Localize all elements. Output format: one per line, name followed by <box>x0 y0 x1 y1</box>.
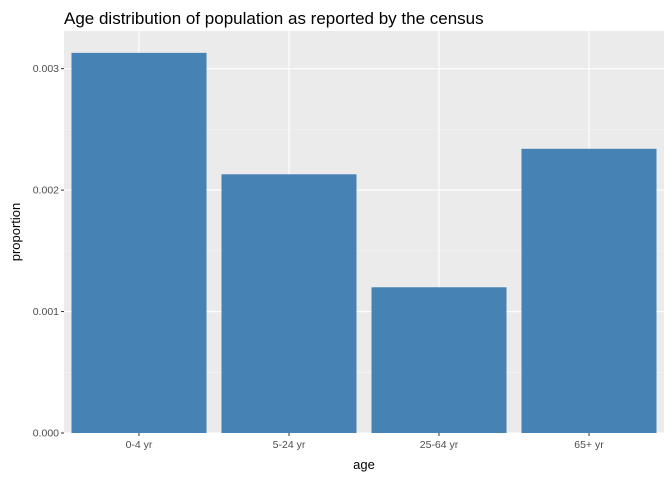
bars <box>71 52 657 434</box>
x-tick-label: 65+ yr <box>574 439 604 451</box>
y-tick-label: 0.001 <box>33 306 59 318</box>
bar-65+ yr <box>521 148 657 433</box>
x-tick-label: 0-4 yr <box>126 439 153 451</box>
x-axis-title: age <box>353 457 375 472</box>
chart-title: Age distribution of population as report… <box>64 9 484 28</box>
bar-5-24 yr <box>221 174 357 434</box>
x-tick-label: 5-24 yr <box>273 439 306 451</box>
y-axis-title: proportion <box>8 203 23 262</box>
y-tick-label: 0.002 <box>33 185 59 197</box>
x-tick-label: 25-64 yr <box>420 439 459 451</box>
y-tick-label: 0.000 <box>33 428 59 440</box>
bar-25-64 yr <box>371 287 507 433</box>
y-axis: 0.000 0.001 0.002 0.003 <box>33 63 64 440</box>
y-tick-label: 0.003 <box>33 63 59 75</box>
x-axis: 0-4 yr 5-24 yr 25-64 yr 65+ yr <box>126 433 604 451</box>
bar-0-4 yr <box>71 52 207 434</box>
